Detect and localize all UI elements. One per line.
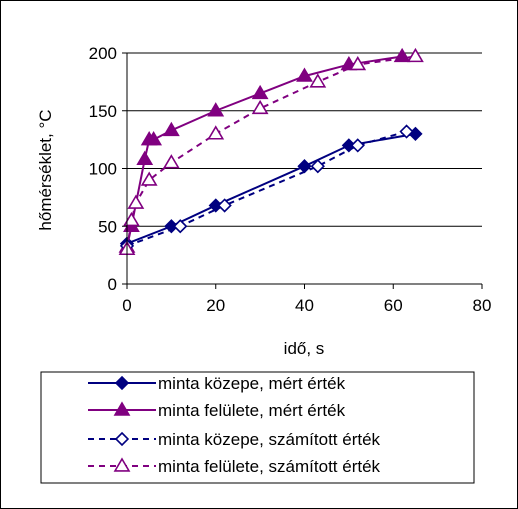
axes: 0 50 100 150 200 0 20 40 60 80 — [89, 44, 492, 315]
series-3-point-5 — [207, 125, 225, 140]
series-3-point-2 — [127, 194, 145, 209]
x-tick-label-4: 80 — [473, 296, 492, 315]
legend-label-3: minta felülete, számított érték — [158, 457, 381, 476]
series-1-point-7 — [251, 84, 269, 100]
series-3 — [118, 47, 424, 256]
series-1 — [118, 47, 411, 253]
series-0-point-3 — [297, 159, 312, 174]
series-1-point-2 — [136, 150, 154, 165]
x-tick-label-0: 0 — [122, 296, 131, 315]
y-tick-label-3: 150 — [89, 102, 117, 121]
x-tick-label-2: 40 — [295, 296, 314, 315]
series-2-point-4 — [350, 138, 365, 153]
series-3-point-3 — [140, 171, 158, 186]
y-tick-label-4: 200 — [89, 44, 117, 63]
x-tick-label-1: 20 — [206, 296, 225, 315]
series-2-point-5 — [399, 124, 414, 139]
series-2-point-3 — [310, 159, 325, 174]
legend-marker-3 — [113, 457, 131, 472]
legend: minta közepe, mért érték minta felülete, … — [40, 371, 475, 484]
series-3-point-4 — [162, 154, 180, 169]
series-3-point-7 — [309, 73, 327, 88]
y-tick-label-1: 50 — [98, 217, 117, 236]
x-tick-label-3: 60 — [384, 296, 403, 315]
legend-label-1: minta felülete, mért érték — [158, 401, 346, 420]
series-3-point-6 — [251, 99, 269, 115]
x-axis-label: idő, s — [284, 339, 325, 358]
legend-marker-0 — [114, 375, 130, 391]
series-layer — [118, 47, 424, 256]
y-axis-label: hőmérséklet, °C — [36, 109, 55, 230]
legend-marker-2 — [114, 431, 130, 447]
series-line-1 — [126, 55, 403, 248]
y-tick-label-0: 0 — [108, 275, 117, 294]
series-2-point-1 — [173, 219, 188, 234]
series-line-3 — [126, 55, 416, 250]
series-line-2 — [126, 130, 407, 247]
legend-label-0: minta közepe, mért érték — [158, 374, 346, 393]
legend-label-2: minta közepe, számított érték — [158, 430, 381, 449]
series-3-point-9 — [407, 47, 424, 63]
series-2 — [119, 124, 414, 254]
series-1-point-6 — [207, 102, 225, 117]
y-tick-label-2: 100 — [89, 160, 117, 179]
series-3-point-1 — [123, 211, 140, 227]
legend-marker-1 — [113, 401, 131, 416]
series-1-point-8 — [296, 67, 313, 82]
series-1-point-5 — [162, 121, 180, 137]
series-0 — [119, 126, 423, 251]
series-1-point-4 — [145, 131, 163, 146]
series-3-point-8 — [349, 55, 367, 71]
legend-box — [40, 371, 475, 484]
series-2-point-2 — [217, 198, 232, 213]
